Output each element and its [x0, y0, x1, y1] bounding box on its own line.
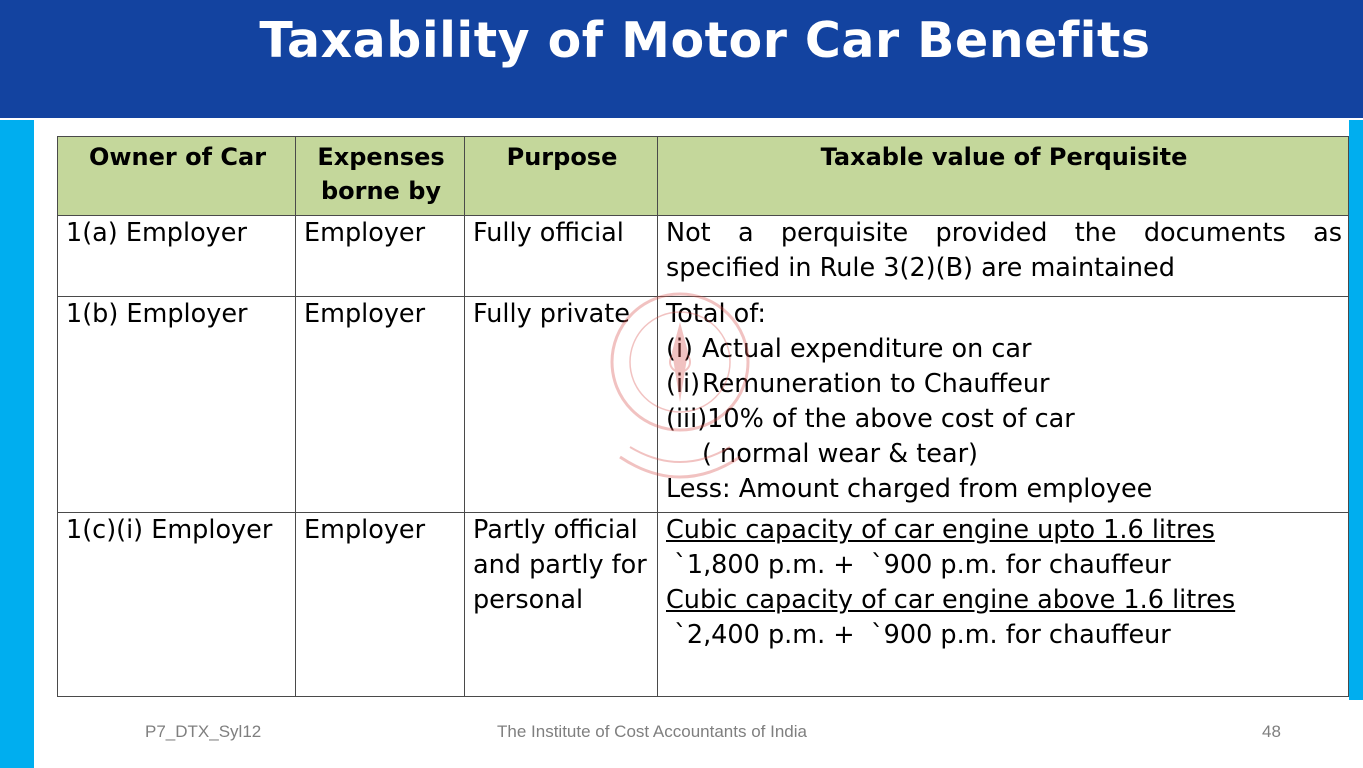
header-owner: Owner of Car	[57, 136, 296, 216]
list-text: Remuneration to Chauffeur	[702, 369, 1050, 399]
list-text: Actual expenditure on car	[702, 334, 1032, 364]
rate-line: `1,800 p.m. + `900 p.m. for chauffeur	[666, 550, 1171, 580]
list-item: (iii)10% of the above cost of car	[666, 402, 1342, 437]
list-marker: (iii)	[666, 404, 708, 434]
cell-owner: 1(b) Employer	[57, 296, 296, 513]
cell-taxable-value: Not a perquisite provided the documents …	[657, 215, 1349, 297]
cell-owner: 1(a) Employer	[57, 215, 296, 297]
rate-line: `2,400 p.m. + `900 p.m. for chauffeur	[666, 620, 1171, 650]
table-row: 1(a) Employer Employer Fully official No…	[57, 215, 1349, 297]
perquisite-table: Owner of Car Expenses borne by Purpose T…	[57, 136, 1349, 697]
right-accent-strip	[1349, 120, 1363, 700]
value-intro: Total of:	[666, 299, 766, 329]
value-note: ( normal wear & tear)	[702, 439, 979, 469]
cell-taxable-value: Total of: (i) Actual expenditure on car (…	[657, 296, 1349, 513]
header-expenses: Expenses borne by	[295, 136, 465, 216]
footer-course-code: P7_DTX_Syl12	[145, 722, 262, 741]
slide-title: Taxability of Motor Car Benefits	[259, 12, 1151, 69]
value-less: Less: Amount charged from employee	[666, 474, 1153, 504]
table-header-row: Owner of Car Expenses borne by Purpose T…	[57, 136, 1349, 216]
cell-taxable-value: Cubic capacity of car engine upto 1.6 li…	[657, 512, 1349, 697]
list-item: (ii)Remuneration to Chauffeur	[666, 367, 1342, 402]
list-item: (i) Actual expenditure on car	[666, 332, 1342, 367]
header-taxable-value: Taxable value of Perquisite	[657, 136, 1349, 216]
cell-expenses: Employer	[295, 512, 465, 697]
cell-expenses: Employer	[295, 215, 465, 297]
cell-owner: 1(c)(i) Employer	[57, 512, 296, 697]
cell-purpose: Fully official	[464, 215, 658, 297]
list-marker: (ii)	[666, 369, 701, 399]
footer-organization: The Institute of Cost Accountants of Ind…	[497, 722, 807, 741]
title-bar: Taxability of Motor Car Benefits	[0, 0, 1363, 118]
table-row: 1(b) Employer Employer Fully private Tot…	[57, 296, 1349, 513]
table-row: 1(c)(i) Employer Employer Partly officia…	[57, 512, 1349, 697]
footer-page-number: 48	[1262, 722, 1281, 741]
list-text: 10% of the above cost of car	[707, 404, 1075, 434]
cell-expenses: Employer	[295, 296, 465, 513]
list-marker: (i)	[666, 334, 693, 364]
capacity-heading: Cubic capacity of car engine above 1.6 l…	[666, 585, 1236, 615]
left-accent-strip	[0, 120, 34, 768]
cell-purpose: Partly official and partly for personal	[464, 512, 658, 697]
cell-purpose: Fully private	[464, 296, 658, 513]
header-purpose: Purpose	[464, 136, 658, 216]
capacity-heading: Cubic capacity of car engine upto 1.6 li…	[666, 515, 1215, 545]
